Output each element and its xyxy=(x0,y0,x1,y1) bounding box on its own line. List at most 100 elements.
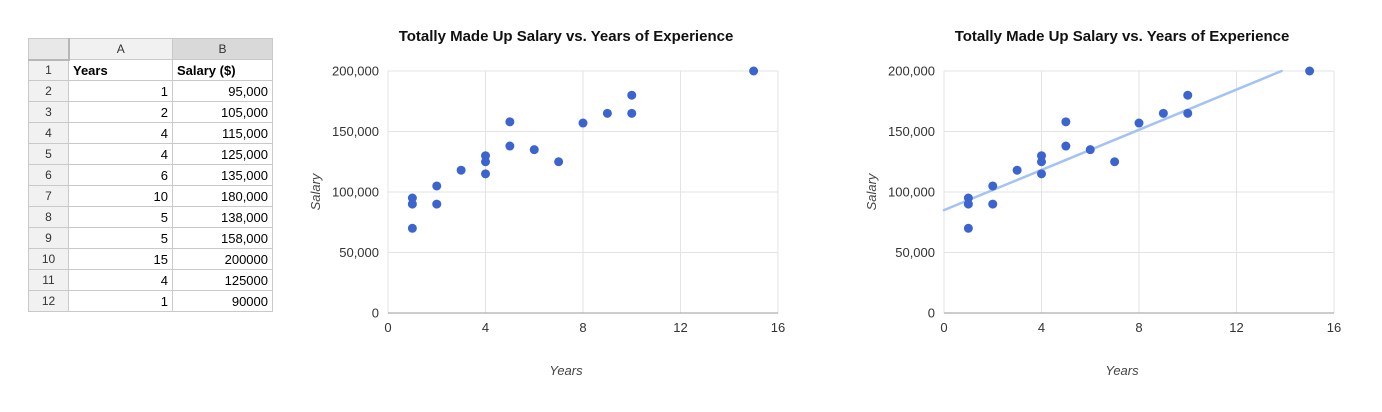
y-tick-label: 50,000 xyxy=(895,245,935,260)
row-number[interactable]: 11 xyxy=(28,269,69,291)
cell-a11[interactable]: 4 xyxy=(68,269,173,291)
data-point xyxy=(1037,151,1046,161)
data-point xyxy=(505,117,515,127)
data-point xyxy=(988,199,998,209)
data-point xyxy=(1110,157,1120,167)
cell-a10[interactable]: 15 xyxy=(68,248,173,270)
cell-a5[interactable]: 4 xyxy=(68,143,173,165)
y-tick-label: 0 xyxy=(928,306,935,321)
scatter-chart-with-trendline[interactable]: Totally Made Up Salary vs. Years of Expe… xyxy=(862,28,1382,378)
data-point xyxy=(578,118,588,128)
y-tick-label: 100,000 xyxy=(332,185,379,200)
row-number[interactable]: 9 xyxy=(28,227,69,249)
data-point xyxy=(988,181,998,191)
cell-b11[interactable]: 125000 xyxy=(172,269,273,291)
sheet-row: 11 4 125000 xyxy=(28,269,273,291)
data-point xyxy=(627,90,637,100)
cell-b1[interactable]: Salary ($) xyxy=(172,59,273,81)
row-number[interactable]: 12 xyxy=(28,290,69,312)
x-tick-label: 8 xyxy=(1135,320,1142,335)
data-point xyxy=(627,108,637,118)
row-number[interactable]: 10 xyxy=(28,248,69,270)
trendline xyxy=(942,69,1283,212)
chart-title: Totally Made Up Salary vs. Years of Expe… xyxy=(398,28,734,45)
cell-a7[interactable]: 10 xyxy=(68,185,173,207)
column-header-b[interactable]: B xyxy=(172,38,273,60)
sheet-row: 10 15 200000 xyxy=(28,248,273,270)
sheet-row: 12 1 90000 xyxy=(28,290,273,312)
data-point xyxy=(432,181,442,191)
y-tick-label: 200,000 xyxy=(888,64,935,79)
select-all-corner[interactable] xyxy=(28,38,70,61)
data-point xyxy=(1085,145,1095,155)
x-tick-label: 16 xyxy=(1327,320,1341,335)
cell-b7[interactable]: 180,000 xyxy=(172,185,273,207)
chart-title: Totally Made Up Salary vs. Years of Expe… xyxy=(954,28,1290,45)
scatter-plot-area: 0 50,000 100,000 150,000 200,000 0 4 8 12 16 Salar… xyxy=(308,64,785,336)
scatter-chart[interactable]: Totally Made Up Salary vs. Years of Expe… xyxy=(306,28,826,378)
x-tick-label: 16 xyxy=(771,320,785,335)
row-number[interactable]: 4 xyxy=(28,122,69,144)
cell-b6[interactable]: 135,000 xyxy=(172,164,273,186)
data-point xyxy=(1061,117,1071,127)
y-tick-label: 150,000 xyxy=(888,124,935,139)
data-point xyxy=(963,199,973,209)
cell-a6[interactable]: 6 xyxy=(68,164,173,186)
row-number[interactable]: 7 xyxy=(28,185,69,207)
scatter-plot-area: 0 50,000 100,000 150,000 200,000 0 4 8 12 16 Salar… xyxy=(864,64,1341,336)
x-tick-label: 4 xyxy=(482,320,489,335)
cell-b2[interactable]: 95,000 xyxy=(172,80,273,102)
row-number[interactable]: 1 xyxy=(28,59,69,81)
cell-b12[interactable]: 90000 xyxy=(172,290,273,312)
data-point xyxy=(1012,165,1022,175)
y-axis-label: Salary xyxy=(864,172,879,210)
sheet-row: 5 4 125,000 xyxy=(28,143,273,165)
cell-b10[interactable]: 200000 xyxy=(172,248,273,270)
cell-a12[interactable]: 1 xyxy=(68,290,173,312)
cell-b4[interactable]: 115,000 xyxy=(172,122,273,144)
data-point xyxy=(602,108,612,118)
cell-b5[interactable]: 125,000 xyxy=(172,143,273,165)
column-header-a[interactable]: A xyxy=(68,38,173,60)
sheet-row: 7 10 180,000 xyxy=(28,185,273,207)
x-axis-label: Years xyxy=(549,363,583,378)
row-number[interactable]: 2 xyxy=(28,80,69,102)
sheet-row: 4 4 115,000 xyxy=(28,122,273,144)
cell-a9[interactable]: 5 xyxy=(68,227,173,249)
spreadsheet-grid: A B 1 Years Salary ($) 2 1 95,000 3 2 105,000 4 4 1… xyxy=(28,38,273,312)
x-tick-label: 0 xyxy=(940,320,947,335)
cell-b3[interactable]: 105,000 xyxy=(172,101,273,123)
spreadsheet: A B 1 Years Salary ($) 2 1 95,000 3 2 105,000 4 4 1… xyxy=(28,38,274,320)
data-point xyxy=(481,169,490,179)
row-number[interactable]: 8 xyxy=(28,206,69,228)
data-point xyxy=(1183,108,1193,118)
x-tick-label: 8 xyxy=(579,320,586,335)
data-point xyxy=(456,165,466,175)
data-point xyxy=(1037,169,1046,179)
sheet-row: 6 6 135,000 xyxy=(28,164,273,186)
data-point xyxy=(432,199,442,209)
y-tick-label: 100,000 xyxy=(888,185,935,200)
cell-a8[interactable]: 5 xyxy=(68,206,173,228)
y-axis-label: Salary xyxy=(308,172,323,210)
data-point xyxy=(505,141,515,151)
sheet-body: 1 Years Salary ($) 2 1 95,000 3 2 105,000 4 4 115,0… xyxy=(28,59,273,312)
data-point xyxy=(1061,141,1071,151)
cell-a3[interactable]: 2 xyxy=(68,101,173,123)
sheet-row: 9 5 158,000 xyxy=(28,227,273,249)
cell-b8[interactable]: 138,000 xyxy=(172,206,273,228)
data-point xyxy=(554,157,564,167)
data-point xyxy=(1158,108,1168,118)
cell-a4[interactable]: 4 xyxy=(68,122,173,144)
cell-a1[interactable]: Years xyxy=(68,59,173,81)
data-point xyxy=(529,145,539,155)
row-number[interactable]: 5 xyxy=(28,143,69,165)
row-number[interactable]: 6 xyxy=(28,164,69,186)
y-tick-label: 200,000 xyxy=(332,64,379,79)
cell-a2[interactable]: 1 xyxy=(68,80,173,102)
row-number[interactable]: 3 xyxy=(28,101,69,123)
cell-b9[interactable]: 158,000 xyxy=(172,227,273,249)
x-tick-label: 12 xyxy=(1229,320,1243,335)
x-tick-label: 0 xyxy=(384,320,391,335)
